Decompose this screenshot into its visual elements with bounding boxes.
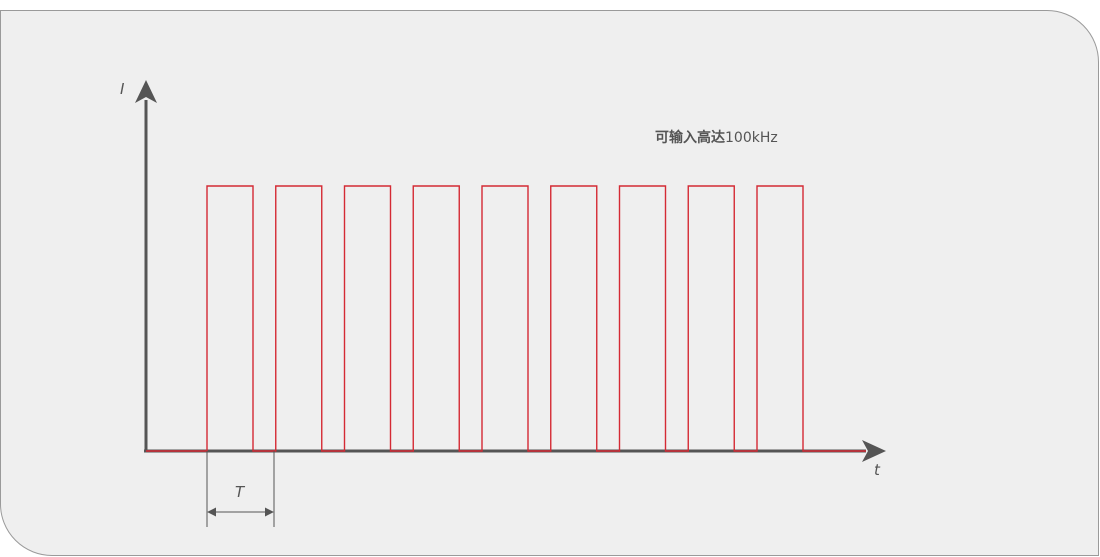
frequency-note-bold: 可输入高达 — [655, 129, 725, 146]
frequency-note-value: 100kHz — [725, 130, 778, 146]
period-label: T — [235, 483, 246, 501]
x-axis-arrowhead — [862, 440, 886, 462]
diagram-panel — [0, 10, 1099, 556]
y-axis-label: I — [120, 80, 125, 98]
y-axis-arrowhead — [135, 80, 157, 103]
pulse-train — [146, 185, 866, 452]
frequency-note: 可输入高达100kHz — [655, 129, 778, 146]
pulse-waveform-line — [146, 185, 866, 452]
x-axis-label: t — [874, 461, 881, 479]
